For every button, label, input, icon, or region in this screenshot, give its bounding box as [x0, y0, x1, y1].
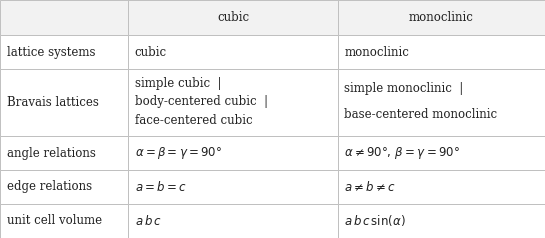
Bar: [128, 170, 338, 204]
Text: $a \neq b \neq c$: $a \neq b \neq c$: [344, 180, 396, 194]
Bar: [338, 204, 545, 238]
Text: $a\,b\,c\,\sin(\alpha)$: $a\,b\,c\,\sin(\alpha)$: [344, 213, 406, 228]
Text: cubic: cubic: [217, 11, 249, 24]
Bar: [0, 136, 128, 170]
Bar: [128, 204, 338, 238]
Bar: [0, 0, 128, 35]
Bar: [0, 170, 128, 204]
Text: base-centered monoclinic: base-centered monoclinic: [344, 108, 498, 121]
Text: simple monoclinic  |: simple monoclinic |: [344, 82, 464, 95]
Text: $\alpha \neq 90°,\, \beta = \gamma = 90°$: $\alpha \neq 90°,\, \beta = \gamma = 90°…: [344, 145, 461, 161]
Text: body-centered cubic  |: body-centered cubic |: [135, 95, 268, 108]
Bar: [338, 170, 545, 204]
Text: edge relations: edge relations: [7, 180, 92, 193]
Text: Bravais lattices: Bravais lattices: [7, 96, 99, 109]
Bar: [338, 69, 545, 136]
Bar: [338, 0, 545, 35]
Bar: [128, 69, 338, 136]
Bar: [0, 204, 128, 238]
Bar: [0, 35, 128, 69]
Text: $\alpha = \beta = \gamma = 90°$: $\alpha = \beta = \gamma = 90°$: [135, 145, 222, 161]
Text: simple cubic  |: simple cubic |: [135, 77, 221, 90]
Text: monoclinic: monoclinic: [409, 11, 474, 24]
Text: monoclinic: monoclinic: [344, 46, 409, 59]
Text: face-centered cubic: face-centered cubic: [135, 114, 252, 127]
Text: $a\,b\,c$: $a\,b\,c$: [135, 214, 161, 228]
Bar: [128, 35, 338, 69]
Text: $a = b = c$: $a = b = c$: [135, 180, 186, 194]
Text: angle relations: angle relations: [7, 147, 95, 159]
Text: unit cell volume: unit cell volume: [7, 214, 102, 228]
Bar: [0, 69, 128, 136]
Text: cubic: cubic: [135, 46, 167, 59]
Bar: [338, 136, 545, 170]
Bar: [338, 35, 545, 69]
Text: lattice systems: lattice systems: [7, 46, 95, 59]
Bar: [128, 0, 338, 35]
Bar: [128, 136, 338, 170]
